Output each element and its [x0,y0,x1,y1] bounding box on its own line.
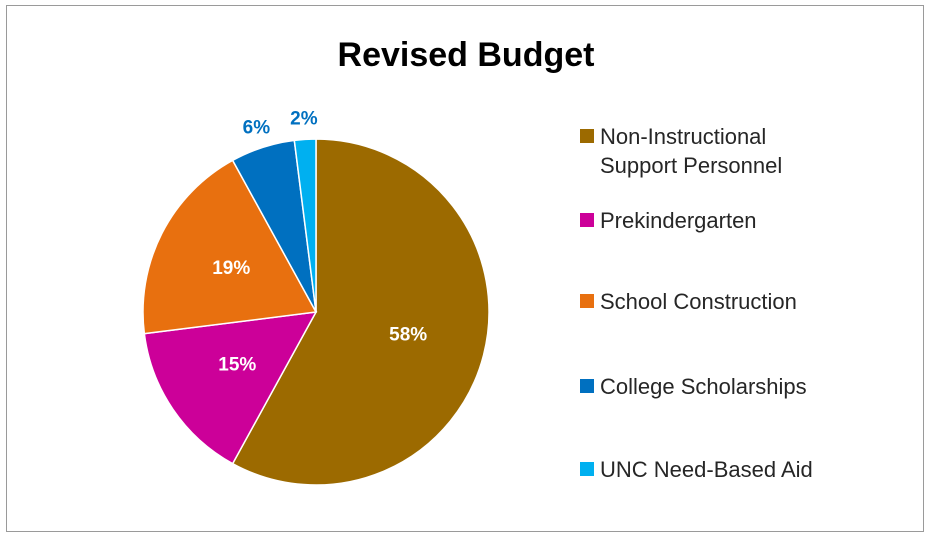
legend-swatch-unc-need-based-aid [580,462,594,476]
legend-label-prekindergarten: Prekindergarten [600,208,757,233]
legend-label-school-construction: School Construction [600,289,797,314]
pie-slice-non-instructional-support-personnel [231,138,490,486]
chart-title: Revised Budget [337,36,595,74]
legend-swatch-college-scholarships [580,379,594,393]
pie-label-unc-need-based-aid: 2% [290,108,318,129]
pie-label-school-construction: 19% [212,258,250,279]
pie-slice-school-construction [142,159,318,335]
legend-label-non-instructional-support-personnel: Non-Instructional Support Personnel [600,124,783,178]
legend-item-college-scholarships: College Scholarships [580,372,840,401]
legend-label-college-scholarships: College Scholarships [600,374,807,399]
legend-item-prekindergarten: Prekindergarten [580,206,840,235]
pie-label-non-instructional-support-personnel: 58% [389,325,427,346]
pie-slice-unc-need-based-aid [293,138,317,313]
legend-swatch-prekindergarten [580,213,594,227]
pie-label-prekindergarten: 15% [218,354,256,375]
legend-swatch-non-instructional-support-personnel [580,129,594,143]
legend-label-unc-need-based-aid: UNC Need-Based Aid [600,457,813,482]
pie-label-college-scholarships: 6% [243,117,271,138]
legend-item-unc-need-based-aid: UNC Need-Based Aid [580,455,840,484]
legend-item-non-instructional-support-personnel: Non-Instructional Support Personnel [580,122,840,180]
legend-swatch-school-construction [580,294,594,308]
pie-slice-prekindergarten [143,311,318,465]
legend-item-school-construction: School Construction [580,287,840,316]
